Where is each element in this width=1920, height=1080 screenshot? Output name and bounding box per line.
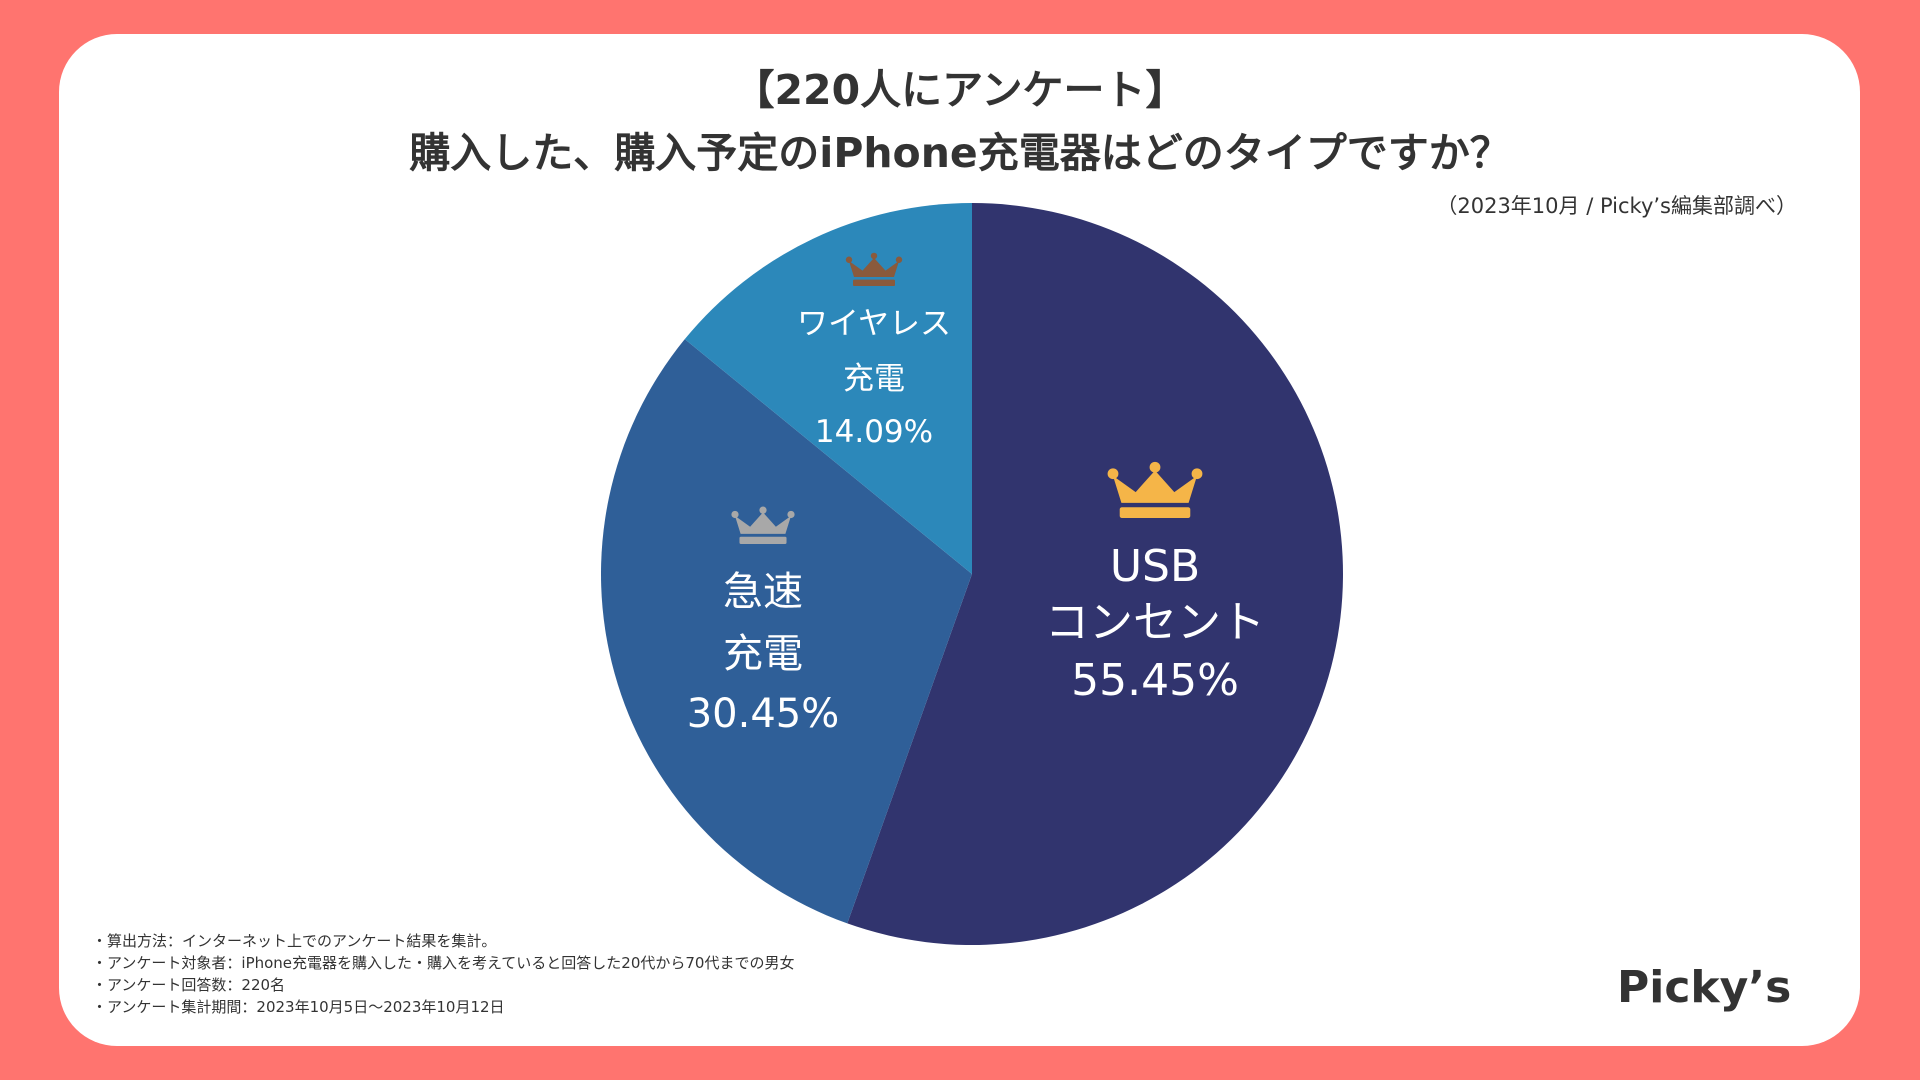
slice-label-wireless: ワイヤレス 充電 14.09% bbox=[797, 309, 951, 448]
slice-label-usb: USB コンセント 55.45% bbox=[1045, 545, 1265, 703]
note-item: ・アンケート集計期間：2023年10月5日〜2023年10月12日 bbox=[92, 998, 505, 1016]
crown-silver-icon bbox=[731, 506, 795, 544]
slice-label-quick-line1: 急速 bbox=[723, 569, 803, 615]
note-item: ・アンケート対象者：iPhone充電器を購入した・購入を考えていると回答した20… bbox=[92, 954, 795, 972]
slice-value-usb: 55.45% bbox=[1071, 655, 1239, 706]
slice-value-quick: 30.45% bbox=[686, 691, 840, 737]
slice-label-wireless-line2: 充電 bbox=[842, 361, 905, 397]
note-item: ・アンケート回答数：220名 bbox=[92, 976, 286, 994]
pie-slice-quick bbox=[600, 339, 972, 924]
crown-gold-icon bbox=[1107, 461, 1203, 518]
note-item: ・算出方法：インターネット上でのアンケート結果を集計。 bbox=[92, 932, 497, 950]
slice-label-usb-line1: USB bbox=[1109, 541, 1201, 592]
chart-title-line1: 【220人にアンケート】 bbox=[733, 66, 1187, 114]
slice-value-wireless: 14.09% bbox=[814, 414, 934, 450]
notes: ・算出方法：インターネット上でのアンケート結果を集計。 ・アンケート対象者：iP… bbox=[92, 930, 794, 1018]
source-note: （2023年10月 / Picky’s編集部調べ） bbox=[1436, 194, 1797, 218]
slice-label-usb-line2: コンセント bbox=[1045, 597, 1265, 648]
pie-slice-wireless bbox=[684, 203, 972, 574]
pie-slice-usb bbox=[847, 203, 1343, 945]
slice-label-wireless-line1: ワイヤレス bbox=[796, 306, 952, 342]
slice-label-quick-line2: 充電 bbox=[723, 631, 803, 677]
chart-title-line2: 購入した、購入予定のiPhone充電器はどのタイプですか？ bbox=[409, 129, 1511, 177]
crown-bronze-icon bbox=[845, 252, 903, 286]
pickys-logo: Picky’s bbox=[1617, 962, 1792, 1013]
slice-label-quick: 急速 充電 30.45% bbox=[687, 572, 840, 734]
